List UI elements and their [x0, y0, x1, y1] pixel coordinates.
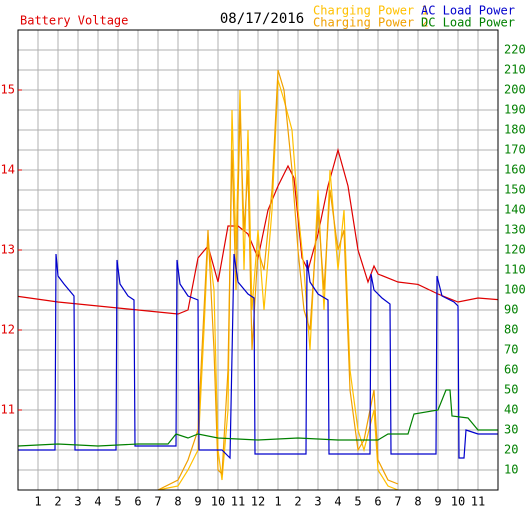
y-tick-label: 12: [1, 323, 15, 337]
y2-tick-label: 40: [504, 403, 518, 417]
y2-tick-label: 200: [504, 83, 526, 97]
x-tick-label: 8: [414, 495, 421, 509]
y2-tick-label: 20: [504, 443, 518, 457]
x-tick-label: 2: [294, 495, 301, 509]
x-tick-label: 7: [394, 495, 401, 509]
x-tick-label: 1: [34, 495, 41, 509]
y2-tick-label: 10: [504, 463, 518, 477]
series-line: [157, 69, 399, 491]
series-line: [157, 79, 399, 491]
y2-tick-label: 100: [504, 283, 526, 297]
x-tick-label: 7: [154, 495, 161, 509]
y2-tick-label: 210: [504, 63, 526, 77]
legend-label: Charging Power 2: [313, 16, 429, 30]
x-tick-label: 9: [434, 495, 441, 509]
y-tick-label: 14: [1, 163, 15, 177]
y-tick-label: 13: [1, 243, 15, 257]
chart-title: 08/17/2016: [220, 11, 304, 27]
y2-tick-label: 170: [504, 143, 526, 157]
x-tick-label: 1: [274, 495, 281, 509]
x-tick-label: 6: [374, 495, 381, 509]
x-tick-label: 8: [174, 495, 181, 509]
x-tick-label: 4: [334, 495, 341, 509]
x-tick-label: 3: [74, 495, 81, 509]
y2-tick-label: 110: [504, 263, 526, 277]
x-tick-label: 10: [451, 495, 465, 509]
series-line: [17, 147, 499, 315]
legend-label: AC Load Power: [421, 4, 515, 18]
x-tick-label: 4: [94, 495, 101, 509]
plot-border: [17, 29, 499, 491]
x-tick-label: 11: [471, 495, 485, 509]
y2-tick-label: 140: [504, 203, 526, 217]
x-tick-label: 5: [354, 495, 361, 509]
y2-tick-label: 120: [504, 243, 526, 257]
x-tick-label: 11: [231, 495, 245, 509]
y2-tick-label: 190: [504, 103, 526, 117]
y2-tick-label: 150: [504, 183, 526, 197]
y2-tick-label: 130: [504, 223, 526, 237]
series-line: [17, 389, 498, 447]
y2-tick-label: 220: [504, 43, 526, 57]
x-tick-label: 3: [314, 495, 321, 509]
grid: [18, 30, 498, 490]
y2-tick-label: 180: [504, 123, 526, 137]
x-tick-label: 2: [54, 495, 61, 509]
x-tick-label: 12: [251, 495, 265, 509]
y-tick-label: 15: [1, 83, 15, 97]
legend-label: DC Load Power: [421, 16, 515, 30]
y2-tick-label: 80: [504, 323, 518, 337]
x-tick-label: 6: [134, 495, 141, 509]
x-tick-label: 10: [211, 495, 225, 509]
y2-tick-label: 70: [504, 343, 518, 357]
y2-tick-label: 50: [504, 383, 518, 397]
plot: [17, 69, 499, 491]
x-tick-label: 5: [114, 495, 121, 509]
x-tick-label: 9: [194, 495, 201, 509]
y-axis-title: Battery Voltage: [20, 14, 128, 28]
series-line: [18, 253, 498, 460]
y-tick-label: 11: [1, 403, 15, 417]
y2-tick-label: 160: [504, 163, 526, 177]
y2-tick-label: 60: [504, 363, 518, 377]
y2-tick-label: 30: [504, 423, 518, 437]
legend-label: Charging Power 1: [313, 4, 429, 18]
y2-tick-label: 90: [504, 303, 518, 317]
